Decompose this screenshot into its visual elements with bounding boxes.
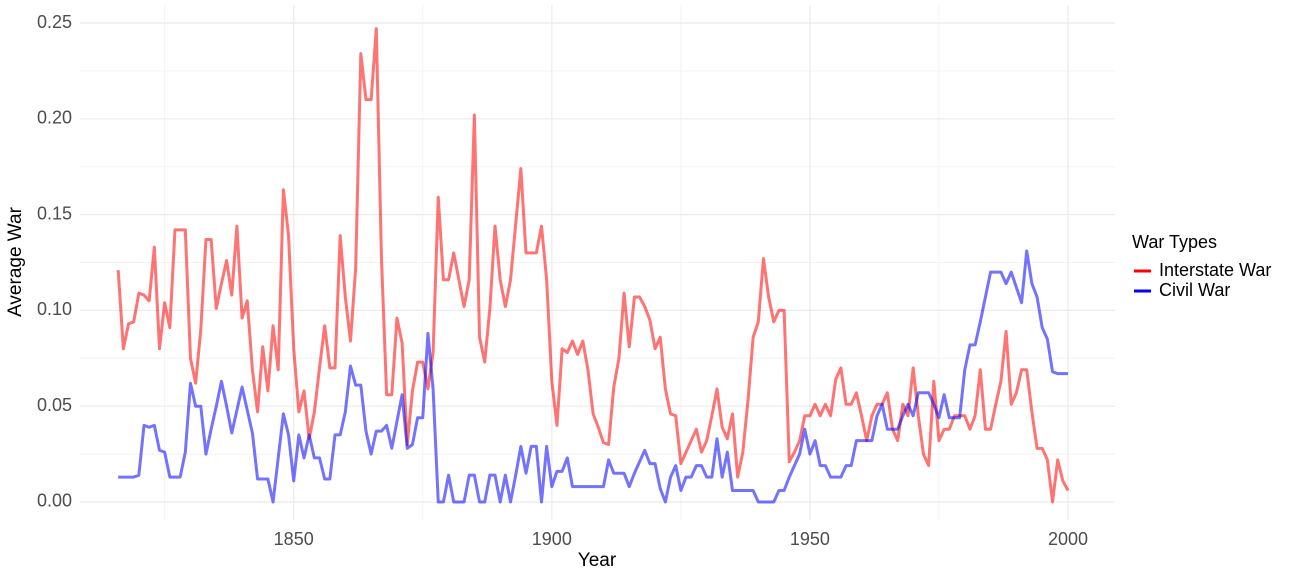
x-tick-label: 1900 <box>532 529 572 549</box>
y-tick-label: 0.00 <box>37 491 72 511</box>
y-tick-label: 0.25 <box>37 12 72 32</box>
legend-label: Civil War <box>1159 280 1230 300</box>
legend-label: Interstate War <box>1159 260 1271 280</box>
x-axis-title: Year <box>578 550 617 571</box>
legend-title: War Types <box>1132 232 1217 252</box>
y-axis-title: Average War <box>5 206 26 316</box>
x-tick-label: 2000 <box>1048 529 1088 549</box>
series-line <box>116 27 1070 504</box>
y-tick-label: 0.15 <box>37 203 72 223</box>
y-tick-label: 0.20 <box>37 108 72 128</box>
y-tick-label: 0.05 <box>37 395 72 415</box>
y-tick-label: 0.10 <box>37 299 72 319</box>
lines <box>116 27 1070 504</box>
x-tick-label: 1950 <box>790 529 830 549</box>
x-tick-label: 1850 <box>274 529 314 549</box>
series-line <box>118 249 1069 504</box>
